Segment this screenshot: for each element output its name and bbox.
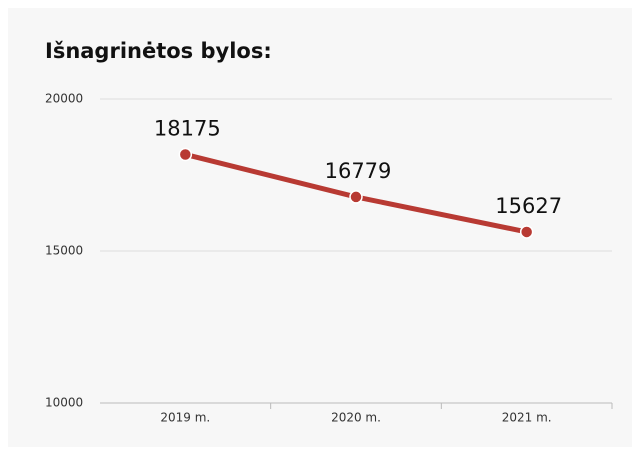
panel — [8, 8, 632, 447]
y-tick-label: 10000 — [45, 396, 83, 410]
chart-title: Išnagrinėtos bylos: — [45, 39, 272, 63]
point — [178, 147, 193, 162]
x-tick-label: 2020 m. — [331, 411, 381, 425]
y-tick-label: 15000 — [45, 244, 83, 258]
data-label: 16779 — [325, 159, 392, 183]
x-tick-label: 2021 m. — [502, 411, 552, 425]
x-tick-label: 2019 m. — [160, 411, 210, 425]
point — [349, 190, 363, 204]
data-label: 18175 — [154, 116, 221, 140]
y-tick-label: 20000 — [45, 92, 83, 106]
data-label: 15627 — [495, 194, 562, 218]
point — [519, 225, 534, 239]
